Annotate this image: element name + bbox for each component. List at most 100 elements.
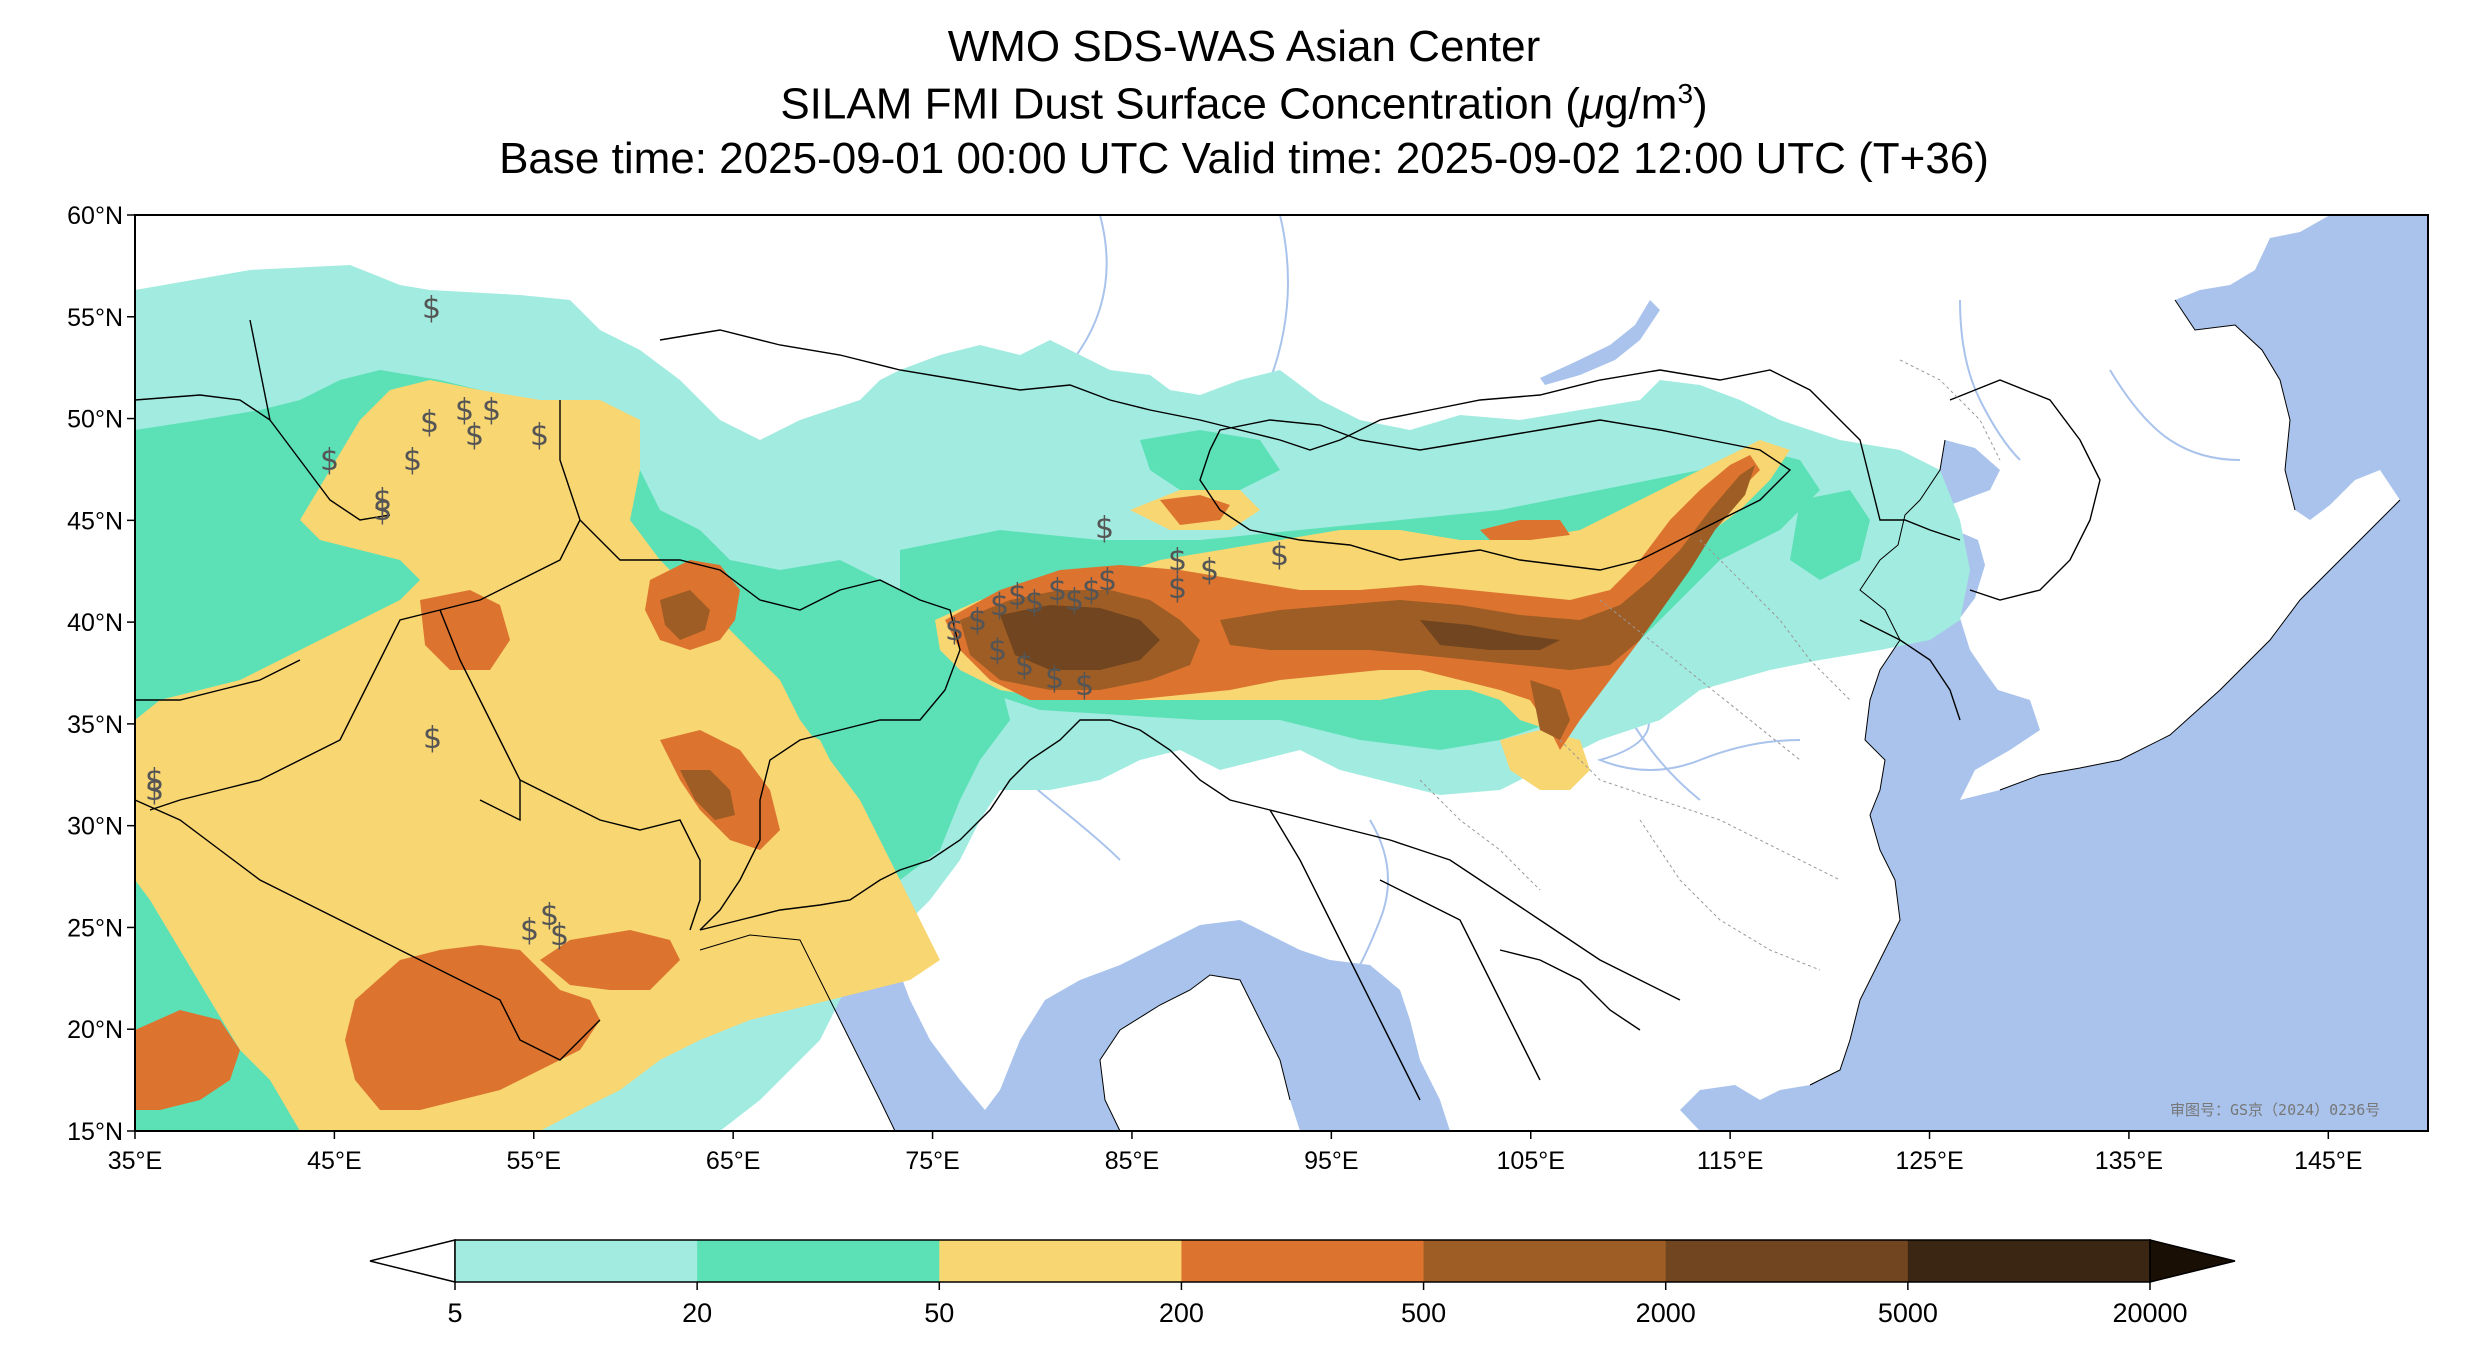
lake-baikal [1540,300,1660,385]
coastline [2174,299,2296,511]
dust-storm-symbol: $ [540,898,559,933]
x-tick-label: 135°E [2095,1147,2163,1175]
colorbar-label: 200 [1159,1298,1204,1328]
dust-region [345,945,600,1110]
dust-level-200-500 [135,455,1760,1110]
border [439,609,521,822]
x-tick-label: 95°E [1304,1147,1358,1175]
title-unit-exp: 3 [1677,78,1694,109]
x-tick-label: 145°E [2294,1147,2362,1175]
colorbar-segment [455,1240,698,1282]
title-line-2: SILAM FMI Dust Surface Concentration (μg… [0,78,2488,130]
colorbar-under-arrow [369,1239,456,1283]
colorbar-segment [1907,1240,2151,1282]
x-tick-label: 55°E [507,1147,561,1175]
y-tick-label: 20°N [67,1016,123,1044]
map-frame [134,214,2429,1132]
dust-region [1480,520,1570,540]
title-unit: g/m [1604,79,1678,129]
dust-storm-symbol: $ [403,443,422,478]
x-tick-label: 125°E [1895,1147,1963,1175]
border [1949,379,2101,601]
y-tick-label: 55°N [67,304,123,332]
dust-storm-symbol: $ [988,633,1007,668]
dust-storm-symbol: $ [968,603,987,638]
x-tick-label: 65°E [706,1147,760,1175]
dust-storm-symbol: $ [320,443,339,478]
y-tick-label: 35°N [67,711,123,739]
dust-storm-symbol: $ [482,393,501,428]
dust-storm-symbol: $ [1015,648,1034,683]
colorbar-segments [455,1240,2151,1282]
country-borders [135,319,2101,1101]
dust-storm-symbol: $ [422,291,441,326]
watermark-approval-number: 审图号：GS京（2024）0236号 [2170,1101,2380,1119]
border [149,519,581,811]
colorbar-segment [1181,1240,1425,1282]
dust-region [135,1010,240,1110]
dust-region [680,770,735,820]
river [1959,299,2021,461]
colorbar-frame [454,1239,2151,1283]
dust-concentration-fields [135,265,1970,1131]
river [2109,369,2241,461]
dust-region [1140,430,1280,490]
coastlines [699,299,2401,1131]
province-border [1599,599,1801,761]
coastline [699,934,896,1131]
colorbar-labels: 5 20 50 200 500 2000 5000 20000 [447,1282,2188,1328]
border [559,400,961,931]
x-tick-label: 115°E [1697,1147,1764,1175]
dust-region [1220,465,1755,670]
province-borders [1419,359,2001,971]
province-border [1419,779,1541,891]
coastline [1809,439,1946,1086]
dust-region [1530,680,1570,740]
border [135,394,271,421]
dust-region [1160,495,1230,525]
dust-level-2000-5000 [1000,605,1560,670]
dust-storm-symbol: $ [455,393,474,428]
colorbar-label: 5 [447,1298,462,1328]
colorbar-segment [697,1240,940,1282]
pacific-ocean [1680,215,2428,1131]
dust-storm-symbol: $ [1270,538,1289,573]
dust-region [1420,620,1560,650]
province-border [1699,539,1851,701]
x-tick-label: 75°E [905,1147,959,1175]
colorbar-over-arrow [2149,1239,2236,1283]
colorbar-label: 5000 [1878,1298,1938,1328]
y-axis-ticks: 60°N 55°N 50°N 45°N 40°N 35°N 30°N 25°N 20°N 15°N [67,202,135,1146]
y-tick-label: 50°N [67,406,123,434]
dust-region [1790,490,1870,580]
dust-storm-symbol: $ [465,418,484,453]
y-tick-label: 25°N [67,914,123,942]
dust-storm-symbol: $ [1025,585,1044,620]
dust-storm-symbol: $ [1082,573,1101,608]
colorbar-label: 20 [682,1298,712,1328]
dust-storm-symbol: $ [945,613,964,648]
dust-storm-symbol: $ [530,418,549,453]
y-tick-label: 45°N [67,507,123,535]
y-tick-label: 15°N [67,1118,123,1146]
x-tick-label: 35°E [108,1147,162,1175]
border [1379,879,1541,1081]
dust-storm-symbol: $ [990,588,1009,623]
colorbar-label: 2000 [1636,1298,1696,1328]
colorbar-segment [1665,1240,1909,1282]
title-unit-mu: μ [1579,79,1605,129]
dust-storm-symbol: $ [145,773,164,808]
dust-storm-symbols: $ $ $ $ $ $ $ $ $ $ $ $ $ $ $ $ $ $ $ $ … [145,291,1289,953]
dust-storm-symbol: $ [1168,543,1187,578]
dust-storm-symbol: $ [550,918,569,953]
border [699,719,1681,1001]
colorbar-label: 500 [1401,1298,1446,1328]
dust-region [135,380,940,1131]
y-tick-label: 40°N [67,609,123,637]
province-border [1639,819,1821,971]
colorbar-label: 20000 [2112,1298,2187,1328]
dust-region [540,930,680,990]
dust-storm-symbol: $ [1098,563,1117,598]
dust-storm-symbol: $ [373,483,392,518]
